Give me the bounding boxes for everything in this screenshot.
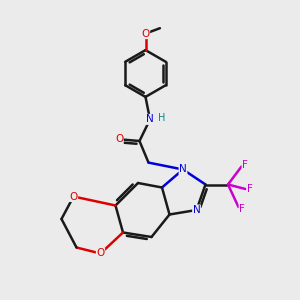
- Text: F: F: [247, 184, 253, 194]
- Text: N: N: [179, 164, 187, 175]
- Text: O: O: [69, 191, 78, 202]
- Text: F: F: [242, 160, 248, 170]
- Text: O: O: [96, 248, 105, 259]
- Text: O: O: [141, 28, 150, 39]
- Text: O: O: [115, 134, 123, 145]
- Text: N: N: [146, 114, 154, 124]
- Text: N: N: [193, 205, 200, 215]
- Text: H: H: [158, 113, 165, 123]
- Text: F: F: [239, 203, 245, 214]
